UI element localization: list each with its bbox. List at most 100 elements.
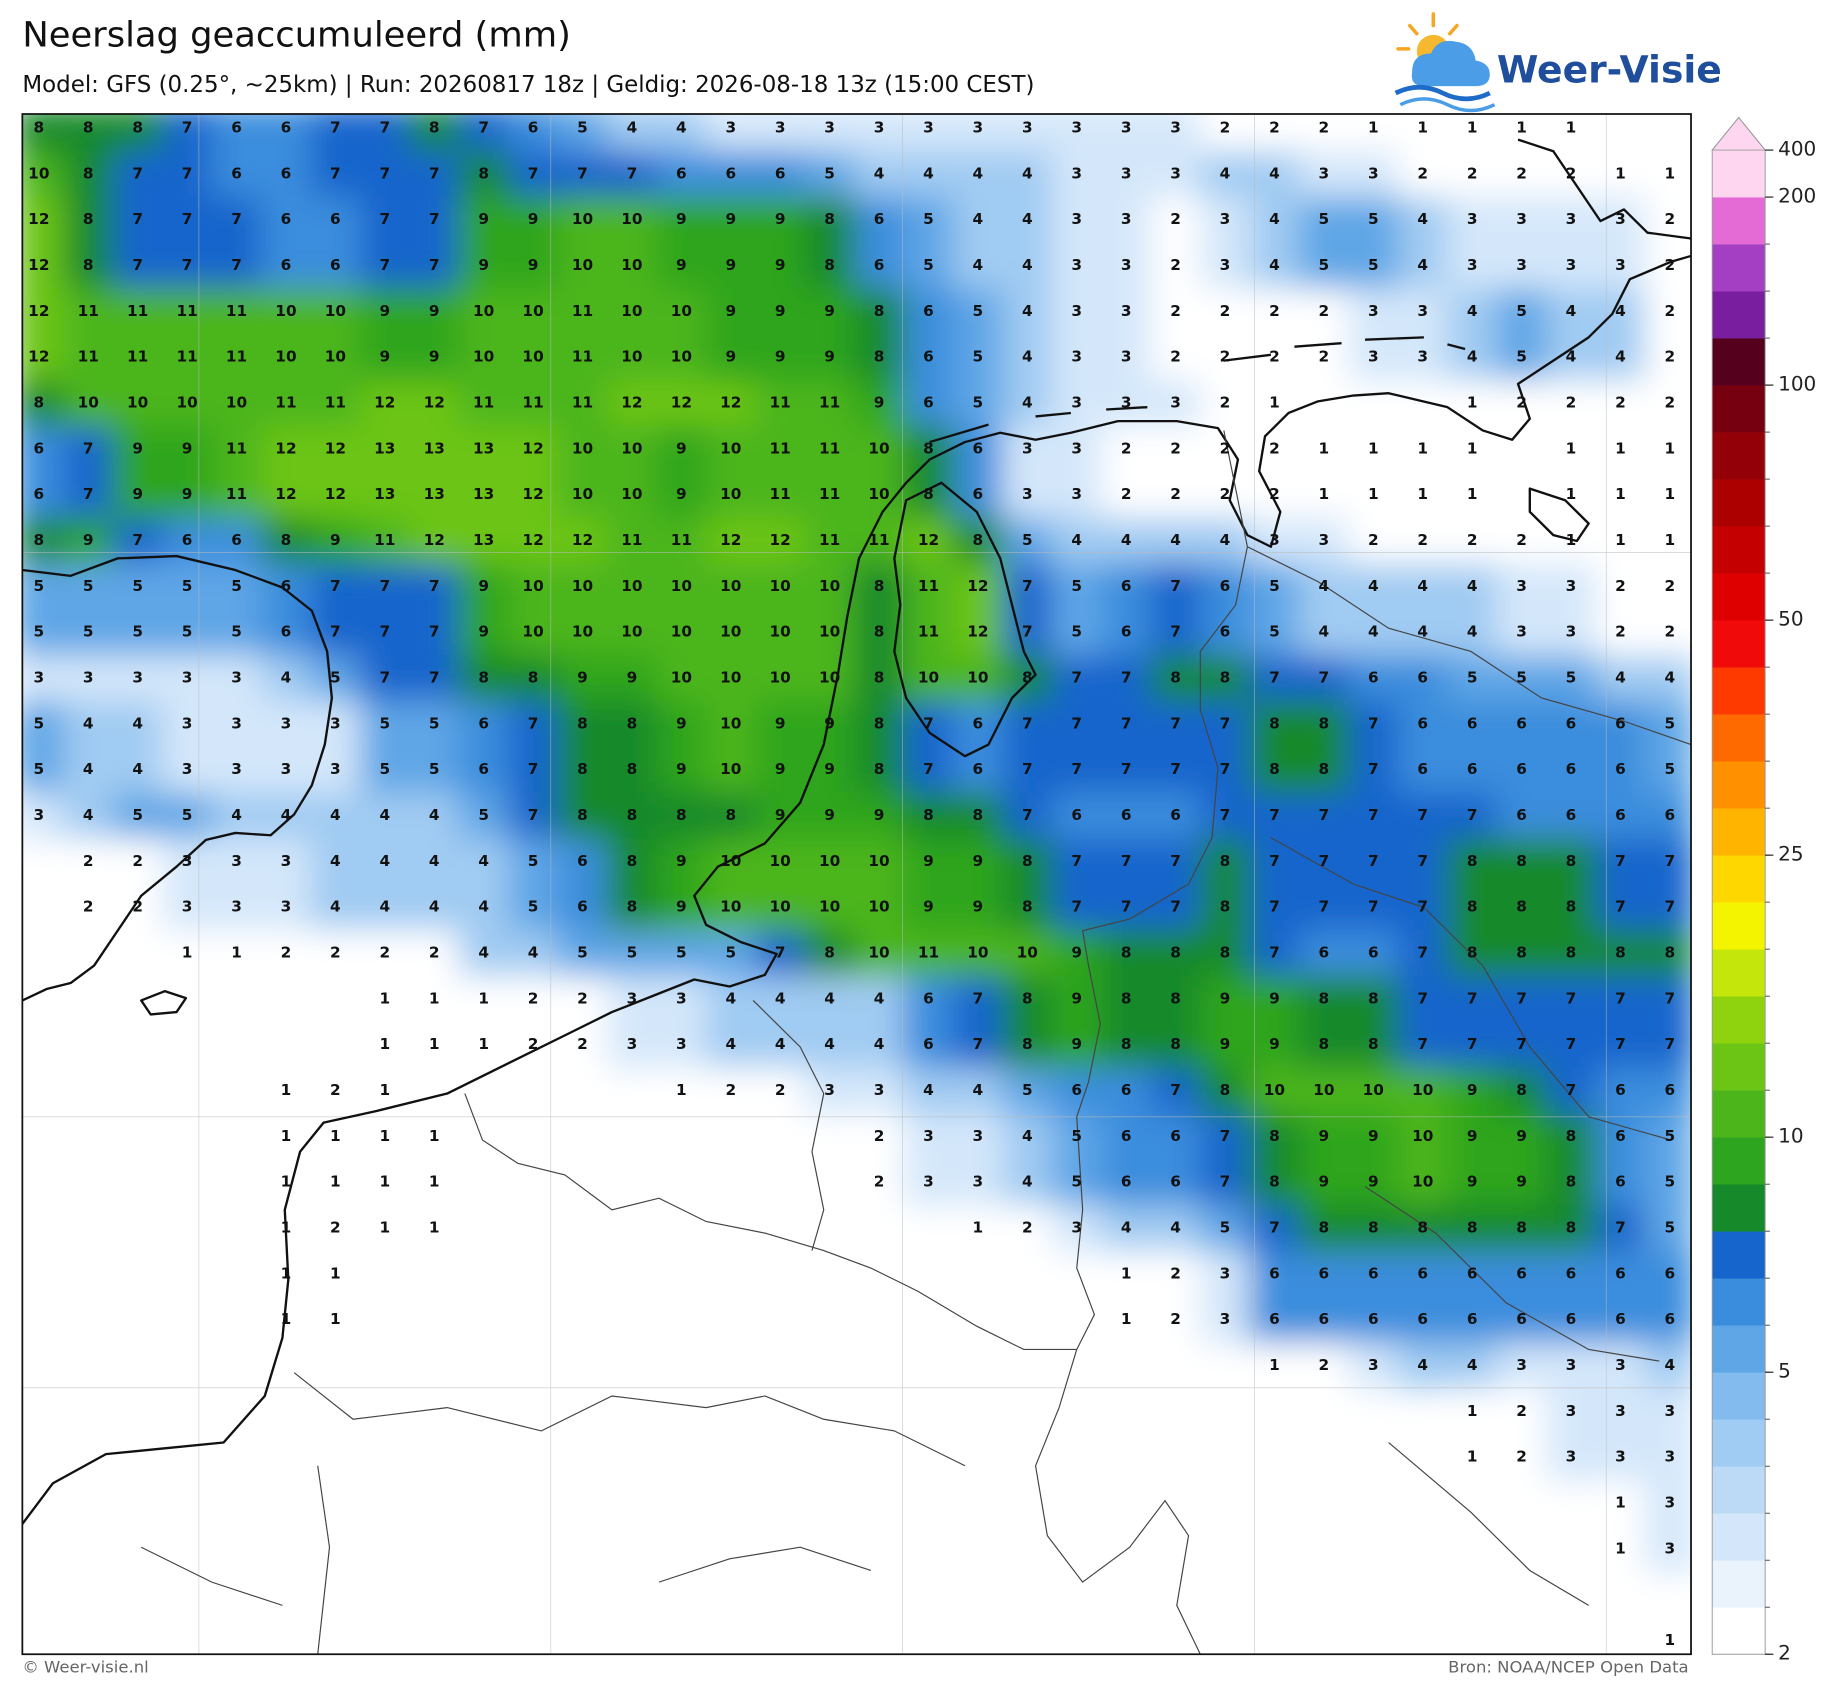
grid-value: 2 bbox=[1516, 531, 1527, 549]
precip-cell bbox=[1447, 1067, 1498, 1114]
coastline-islands bbox=[929, 336, 1466, 444]
precip-cell bbox=[162, 655, 213, 702]
precip-cell bbox=[508, 930, 559, 977]
grid-value: 5 bbox=[429, 714, 440, 732]
grid-value: 2 bbox=[1566, 394, 1577, 412]
grid-value: 5 bbox=[1071, 623, 1082, 641]
grid-value: 8 bbox=[1022, 1035, 1033, 1053]
precip-cell bbox=[162, 334, 213, 381]
precip-cell bbox=[1496, 380, 1547, 427]
grid-value: 10 bbox=[275, 348, 296, 366]
precip-cell bbox=[211, 792, 262, 839]
grid-value: 6 bbox=[1566, 1310, 1577, 1328]
grid-value: 3 bbox=[1467, 256, 1478, 274]
grid-value: 1 bbox=[1467, 1448, 1478, 1466]
grid-value: 3 bbox=[1121, 256, 1132, 274]
colorbar-band bbox=[1712, 573, 1766, 621]
precip-cell bbox=[63, 114, 114, 152]
precip-cell bbox=[1200, 1021, 1251, 1069]
precip-cell bbox=[261, 471, 312, 519]
grid-value: 9 bbox=[1467, 1173, 1478, 1191]
precip-cell bbox=[656, 700, 707, 748]
grid-value: 8 bbox=[1467, 1219, 1478, 1237]
grid-value: 2 bbox=[1170, 256, 1181, 274]
grid-value: 6 bbox=[1615, 1173, 1626, 1191]
grid-value: 5 bbox=[34, 760, 45, 778]
precip-cell bbox=[656, 114, 707, 152]
precip-cell bbox=[1101, 1021, 1152, 1069]
grid-value: 11 bbox=[325, 394, 346, 412]
grid-value: 10 bbox=[522, 577, 543, 595]
grid-value: 7 bbox=[1615, 1219, 1626, 1237]
precip-cell bbox=[557, 746, 608, 794]
precip-cell bbox=[1496, 1113, 1547, 1160]
grid-value: 6 bbox=[281, 577, 292, 595]
grid-value: 7 bbox=[1220, 714, 1231, 732]
precip-cell bbox=[508, 242, 559, 289]
colorbar-band bbox=[1712, 949, 1766, 997]
precip-cell bbox=[1002, 196, 1053, 244]
precip-cell bbox=[854, 975, 905, 1023]
precip-cell bbox=[1645, 930, 1692, 977]
precip-cell bbox=[1249, 196, 1300, 244]
precip-cell bbox=[1496, 884, 1547, 931]
precip-cell bbox=[211, 288, 262, 335]
precip-cell bbox=[755, 288, 806, 335]
precip-cell bbox=[360, 975, 411, 1023]
precip-cell bbox=[1002, 334, 1053, 381]
grid-value: 4 bbox=[874, 164, 885, 182]
grid-value: 11 bbox=[770, 439, 791, 457]
precip-cell bbox=[953, 1021, 1004, 1069]
grid-value: 6 bbox=[874, 256, 885, 274]
precip-cell bbox=[1348, 517, 1399, 564]
precip-cell bbox=[22, 700, 65, 748]
precip-cell bbox=[1299, 1113, 1350, 1160]
precip-cell bbox=[261, 288, 312, 335]
grid-value: 12 bbox=[770, 531, 791, 549]
precip-cell bbox=[1595, 1250, 1646, 1298]
grid-value: 6 bbox=[1071, 1081, 1082, 1099]
precip-cell bbox=[310, 1159, 361, 1206]
precip-cell bbox=[1249, 1159, 1300, 1206]
grid-value: 2 bbox=[775, 1081, 786, 1099]
precip-cell bbox=[1101, 1296, 1152, 1344]
colorbar-band bbox=[1712, 1090, 1766, 1138]
precip-cell bbox=[63, 609, 114, 656]
precip-cell bbox=[854, 1113, 905, 1160]
grid-value: 7 bbox=[379, 577, 390, 595]
precip-cell bbox=[706, 884, 757, 931]
precip-cell bbox=[1052, 700, 1103, 748]
grid-value: 8 bbox=[429, 119, 440, 137]
precip-cell bbox=[1645, 1113, 1692, 1160]
grid-value: 2 bbox=[83, 898, 94, 916]
precip-cell bbox=[310, 1250, 361, 1298]
grid-value: 6 bbox=[1516, 760, 1527, 778]
grid-value: 3 bbox=[132, 669, 143, 687]
grid-value: 3 bbox=[231, 669, 242, 687]
grid-value: 5 bbox=[1566, 669, 1577, 687]
grid-value: 3 bbox=[874, 119, 885, 137]
grid-value: 4 bbox=[725, 989, 736, 1007]
precip-cell bbox=[607, 114, 658, 152]
precip-cell bbox=[1447, 746, 1498, 794]
grid-value: 1 bbox=[1121, 1264, 1132, 1282]
grid-value: 2 bbox=[1516, 164, 1527, 182]
precip-cell bbox=[1595, 975, 1646, 1023]
precip-cell bbox=[458, 150, 509, 198]
precip-cell bbox=[1101, 700, 1152, 748]
grid-value: 5 bbox=[83, 623, 94, 641]
grid-value: 5 bbox=[1665, 1127, 1676, 1145]
precip-cell bbox=[1645, 563, 1692, 610]
grid-value: 9 bbox=[676, 256, 687, 274]
precip-cell bbox=[1200, 700, 1251, 748]
precip-cell bbox=[656, 655, 707, 702]
grid-value: 4 bbox=[379, 898, 390, 916]
precip-cell bbox=[112, 563, 163, 610]
precip-cell bbox=[360, 1113, 411, 1160]
precip-cell bbox=[1150, 655, 1201, 702]
grid-value: 3 bbox=[231, 760, 242, 778]
grid-value: 3 bbox=[676, 1035, 687, 1053]
grid-value: 3 bbox=[34, 669, 45, 687]
grid-value: 6 bbox=[1566, 714, 1577, 732]
precip-cell bbox=[1052, 380, 1103, 427]
